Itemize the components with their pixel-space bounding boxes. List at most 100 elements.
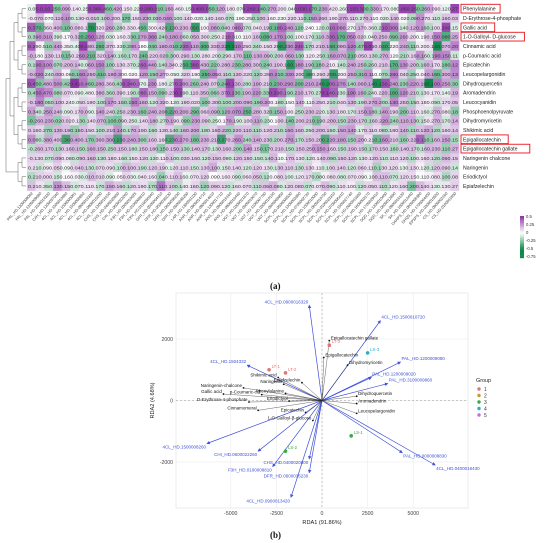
heatmap-cell	[156, 22, 166, 33]
heatmap-cell	[329, 31, 339, 42]
heatmap-cell	[139, 59, 149, 70]
heatmap-cell	[199, 97, 209, 107]
heatmap-cell	[346, 134, 356, 145]
heatmap-cell	[303, 41, 313, 51]
heatmap-cell	[355, 87, 365, 98]
heatmap-cell	[355, 78, 365, 89]
legend-tick: -0.75	[526, 254, 536, 259]
legend-swatch	[520, 225, 524, 228]
heatmap-cell	[260, 69, 270, 79]
heatmap-cell	[338, 4, 347, 14]
heatmap-cell	[441, 143, 451, 154]
heatmap-cell	[35, 31, 45, 42]
metabolite-label: Eriodictyol	[463, 175, 487, 181]
legend-swatch	[520, 245, 524, 247]
heatmap-cell	[234, 171, 244, 182]
heatmap-cell	[243, 143, 252, 154]
heatmap-cell	[217, 106, 227, 117]
heatmap-cell	[303, 69, 313, 79]
heatmap-cell	[199, 106, 209, 117]
heatmap-cell	[78, 134, 88, 145]
heatmap-cell	[217, 31, 227, 42]
heatmap-cell	[294, 106, 304, 117]
heatmap-cell	[407, 78, 417, 89]
heatmap-cell	[389, 41, 399, 51]
heatmap-cell	[70, 41, 80, 51]
metabolite-point	[301, 381, 303, 384]
heatmap-cell	[424, 115, 434, 126]
heatmap-cell	[329, 143, 339, 154]
heatmap-cell	[381, 115, 391, 126]
heatmap-cell	[415, 31, 425, 42]
heatmap-cell	[389, 106, 399, 117]
heatmap-cell	[303, 59, 313, 70]
heatmap-cell	[199, 162, 209, 173]
heatmap-cell	[346, 31, 356, 42]
heatmap-cell	[35, 162, 45, 173]
heatmap-cell	[78, 106, 88, 117]
gene-vector-arrow	[321, 400, 403, 454]
heatmap-cell	[173, 143, 183, 154]
heatmap-cell	[225, 4, 235, 14]
legend-dot	[477, 387, 481, 391]
heatmap-cell	[346, 162, 356, 173]
heatmap-cell	[346, 143, 356, 154]
heatmap-cell	[130, 59, 140, 70]
heatmap-cell	[27, 41, 36, 51]
heatmap-cell	[441, 31, 451, 42]
heatmap-cell	[433, 143, 443, 154]
heatmap-cell	[234, 97, 244, 107]
heatmap-cell	[139, 22, 149, 33]
metabolite-label: Gallic acid	[201, 389, 222, 394]
heatmap-cell	[27, 115, 36, 126]
heatmap-cell	[147, 4, 157, 14]
heatmap-cell	[35, 13, 45, 23]
heatmap-cell	[268, 106, 278, 117]
heatmap-cell	[44, 125, 54, 135]
legend-swatch	[520, 255, 524, 257]
heatmap-cell	[130, 97, 140, 107]
metabolite-label: Dihydromyricetin	[463, 119, 502, 125]
heatmap-cell	[173, 97, 183, 107]
heatmap-cell	[165, 115, 175, 126]
heatmap-cell	[312, 97, 322, 107]
heatmap-cell	[338, 78, 347, 89]
heatmap-cell	[346, 13, 356, 23]
heatmap-cell	[251, 87, 261, 98]
heatmap-cell	[433, 78, 443, 89]
panel-label-b: (b)	[270, 530, 281, 540]
heatmap-cell	[27, 134, 36, 145]
heatmap-cell	[173, 125, 183, 135]
heatmap-row-values: 0.190.100.070.200.140.060.150.100.130.37…	[28, 63, 459, 68]
heatmap-cell	[87, 78, 97, 89]
heatmap-cell	[303, 115, 313, 126]
heatmap-cell	[113, 125, 123, 135]
heatmap-cell	[303, 125, 313, 135]
heatmap-cell	[130, 78, 140, 89]
heatmap-cell	[286, 69, 296, 79]
heatmap-cell	[407, 171, 417, 182]
metabolite-label: Dihydroquercetin	[463, 81, 502, 87]
heatmap-cell	[70, 125, 80, 135]
legend-title: Group	[476, 378, 491, 384]
heatmap-cell	[268, 41, 278, 51]
heatmap-cell	[243, 115, 252, 126]
heatmap-cell	[372, 97, 382, 107]
x-tick-label: 5000	[407, 511, 419, 517]
legend-entry: 1	[484, 387, 487, 393]
heatmap-cell	[234, 78, 244, 89]
heatmap-cell	[156, 125, 166, 135]
legend-swatch	[520, 237, 524, 239]
heatmap-cell	[27, 50, 36, 61]
heatmap-cell	[191, 106, 201, 117]
heatmap-cell	[27, 153, 36, 163]
heatmap-cell	[312, 13, 322, 23]
heatmap-cell	[165, 41, 175, 51]
legend-dot	[477, 406, 481, 411]
heatmap-cell	[260, 125, 270, 135]
heatmap-cell	[398, 106, 408, 117]
heatmap-cell	[52, 181, 62, 191]
heatmap-cell	[165, 162, 175, 173]
heatmap-cell	[441, 13, 451, 23]
metabolite-point	[284, 392, 287, 395]
